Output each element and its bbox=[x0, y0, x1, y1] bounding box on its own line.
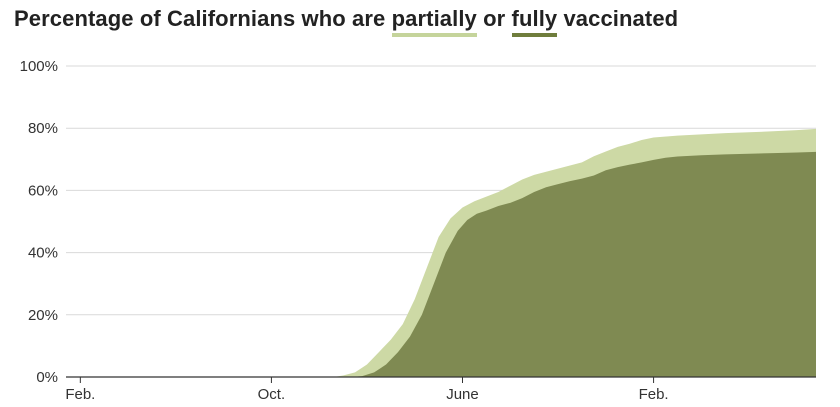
axes: Feb. Oct. June Feb. bbox=[65, 376, 816, 403]
y-tick-label: 60% bbox=[28, 182, 58, 199]
series-areas bbox=[333, 128, 816, 377]
area-full-vaccinated bbox=[350, 151, 816, 377]
x-tick-label: Oct. bbox=[258, 386, 286, 403]
y-tick-label: 80% bbox=[28, 120, 58, 137]
title-text: vaccinated bbox=[557, 6, 679, 31]
y-tick-label: 40% bbox=[28, 245, 58, 262]
x-tick-label: Feb. bbox=[639, 386, 669, 403]
y-tick-label: 0% bbox=[36, 369, 58, 386]
title-legend-partial: partially bbox=[391, 6, 478, 37]
chart-title: Percentage of Californians who are parti… bbox=[14, 6, 679, 37]
x-tick-label: June bbox=[446, 386, 479, 403]
title-text: or bbox=[476, 6, 512, 31]
title-text: Percentage of Californians who are bbox=[14, 6, 392, 31]
x-tick-label: Feb. bbox=[65, 386, 95, 403]
y-tick-label: 20% bbox=[28, 307, 58, 324]
title-legend-full: fully bbox=[511, 6, 558, 37]
y-tick-label: 100% bbox=[20, 58, 58, 75]
